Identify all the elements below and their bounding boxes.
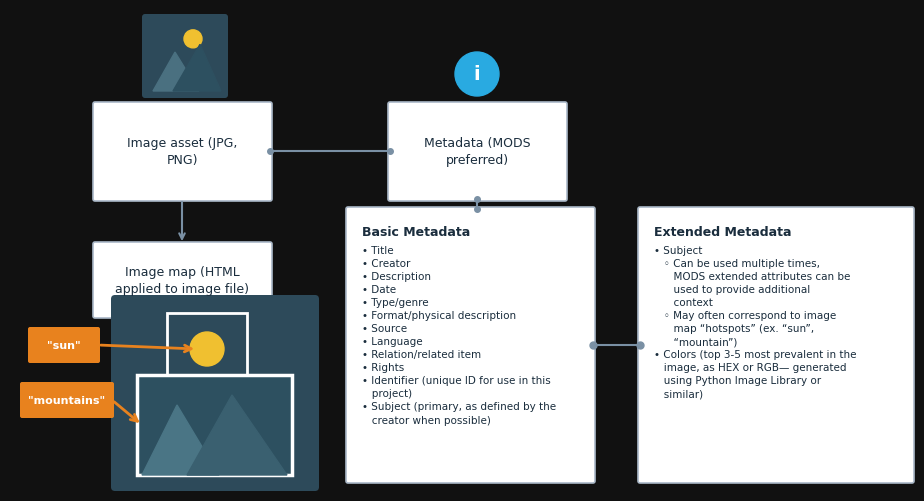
Text: Image asset (JPG,
PNG): Image asset (JPG, PNG) [127, 137, 237, 166]
Circle shape [455, 53, 499, 97]
FancyBboxPatch shape [28, 327, 100, 363]
FancyBboxPatch shape [137, 375, 292, 475]
Polygon shape [173, 45, 221, 92]
FancyBboxPatch shape [388, 103, 567, 201]
FancyBboxPatch shape [142, 15, 228, 99]
FancyBboxPatch shape [93, 242, 272, 318]
Text: "mountains": "mountains" [29, 395, 105, 405]
Text: Metadata (MODS
preferred): Metadata (MODS preferred) [424, 137, 530, 166]
Polygon shape [187, 395, 287, 475]
FancyBboxPatch shape [111, 296, 319, 491]
Text: i: i [474, 65, 480, 84]
Text: Image map (HTML
applied to image file): Image map (HTML applied to image file) [115, 266, 249, 295]
Text: • Subject
   ◦ Can be used multiple times,
      MODS extended attributes can be: • Subject ◦ Can be used multiple times, … [654, 245, 857, 399]
Circle shape [190, 332, 224, 366]
Text: "sun": "sun" [47, 340, 80, 350]
Text: Basic Metadata: Basic Metadata [362, 225, 470, 238]
FancyBboxPatch shape [346, 207, 595, 483]
FancyBboxPatch shape [638, 207, 914, 483]
Circle shape [184, 31, 202, 49]
Text: Extended Metadata: Extended Metadata [654, 225, 792, 238]
Polygon shape [153, 53, 199, 92]
FancyBboxPatch shape [167, 313, 247, 385]
Polygon shape [142, 405, 219, 475]
FancyBboxPatch shape [93, 103, 272, 201]
Text: • Title
• Creator
• Description
• Date
• Type/genre
• Format/physical descriptio: • Title • Creator • Description • Date •… [362, 245, 556, 425]
FancyBboxPatch shape [20, 382, 114, 418]
